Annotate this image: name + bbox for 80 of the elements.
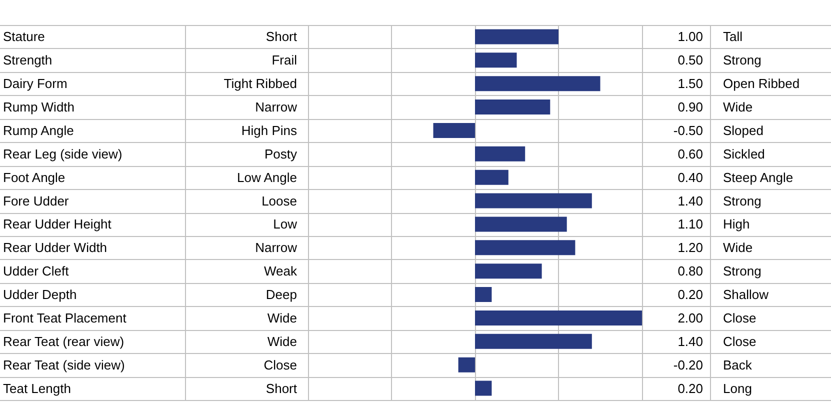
text: Narrow (255, 240, 298, 256)
data-label: 1.10 (678, 216, 703, 232)
y-tick-label: Rear Udder Width (3, 240, 108, 256)
text: Tight Ribbed (224, 76, 297, 92)
bar (475, 380, 492, 396)
y-tick-label: Rear Teat (rear view) (3, 334, 124, 349)
text: Close (723, 310, 756, 326)
y-tick-label: Rear Udder Height (3, 216, 112, 232)
data-label: -0.50 (673, 122, 703, 138)
y-tick-label: Udder Depth (3, 287, 77, 302)
data-label: 2.00 (678, 310, 703, 326)
data-label: 1.00 (678, 29, 703, 44)
text: Wide (267, 310, 297, 326)
y-tick-label: Dairy Form (3, 76, 68, 92)
text: Loose (262, 193, 297, 208)
y-tick-label: Front Teat Placement (3, 310, 127, 326)
data-label: 1.40 (678, 334, 703, 349)
y-tick-label: Teat Length (3, 380, 71, 396)
data-label: 1.20 (678, 240, 703, 256)
data-label: 0.50 (678, 52, 703, 68)
text: Wide (723, 100, 753, 115)
text: High Pins (241, 122, 298, 138)
bar (475, 216, 567, 232)
text: Shallow (723, 287, 770, 302)
text: Close (264, 357, 297, 372)
text: Steep Angle (723, 170, 794, 185)
data-label: 0.40 (678, 170, 703, 185)
text: Sickled (723, 146, 765, 162)
bar (475, 29, 558, 44)
bar (475, 146, 526, 162)
text: Strong (723, 264, 762, 279)
bar (475, 264, 542, 279)
text: Open Ribbed (723, 76, 800, 92)
bar (475, 310, 642, 326)
bar (475, 52, 517, 68)
bar (475, 334, 592, 349)
text: Sloped (723, 122, 764, 138)
text: Deep (266, 287, 297, 302)
text: Strong (723, 193, 762, 208)
text: Wide (723, 240, 753, 256)
y-tick-label: Rump Angle (3, 122, 74, 138)
text: Long (723, 380, 752, 396)
data-label: 1.40 (678, 193, 703, 208)
text: Short (266, 29, 298, 44)
text: Close (723, 334, 756, 349)
data-label: 0.20 (678, 287, 703, 302)
text: Narrow (255, 100, 298, 115)
bar (475, 240, 576, 256)
bar (475, 76, 600, 92)
text: Low Angle (237, 170, 297, 185)
data-label: -0.20 (673, 357, 703, 372)
text: High (723, 216, 750, 232)
data-label: 1.50 (678, 76, 703, 92)
text: Frail (272, 52, 298, 68)
data-label: 0.90 (678, 100, 703, 115)
bar (475, 193, 592, 208)
text: Wide (267, 334, 297, 349)
text: Tall (723, 29, 743, 44)
y-tick-label: Rump Width (3, 100, 75, 115)
data-label: 0.60 (678, 146, 703, 162)
y-tick-label: Stature (3, 29, 45, 44)
text: Weak (264, 264, 298, 279)
text: Low (273, 216, 298, 232)
bar (458, 357, 475, 372)
text: Posty (264, 146, 298, 162)
bar (475, 287, 492, 302)
text: Short (266, 380, 298, 396)
text: Strong (723, 52, 762, 68)
y-tick-label: Udder Cleft (3, 264, 70, 279)
bar (475, 170, 508, 185)
y-tick-label: Strength (3, 52, 52, 68)
text: Back (723, 357, 752, 372)
bar (475, 100, 550, 115)
bar (433, 122, 475, 138)
y-tick-label: Foot Angle (3, 170, 66, 185)
data-label: 0.80 (678, 264, 703, 279)
y-tick-label: Rear Teat (side view) (3, 357, 125, 372)
y-tick-label: Rear Leg (side view) (3, 146, 122, 162)
data-label: 0.20 (678, 380, 703, 396)
y-tick-label: Fore Udder (3, 193, 70, 208)
